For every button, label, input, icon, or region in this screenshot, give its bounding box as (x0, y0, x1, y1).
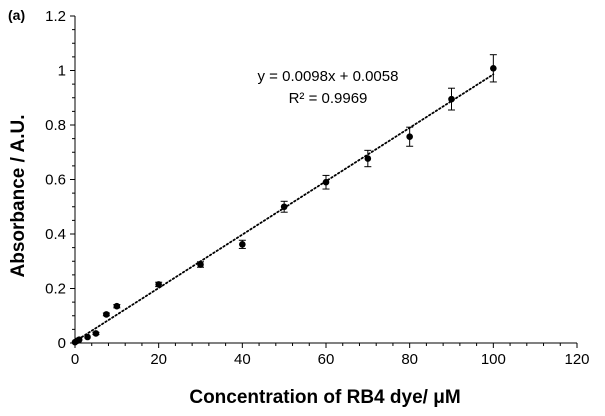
data-point (280, 203, 288, 211)
data-point (103, 311, 110, 318)
y-tick-label: 1.2 (45, 8, 66, 25)
data-point (448, 95, 455, 103)
y-tick-label: 0 (58, 335, 66, 352)
y-tick-label: 0.6 (45, 172, 66, 189)
y-tick-label: 0.8 (45, 117, 66, 134)
y-axis-title: Absorbance / A.U. (8, 115, 29, 278)
x-tick-label: 60 (318, 351, 335, 368)
data-point (197, 261, 204, 268)
x-tick-label: 80 (401, 351, 418, 368)
x-tick-label: 120 (564, 351, 589, 368)
x-tick-label: 100 (481, 351, 506, 368)
data-point (322, 178, 330, 186)
data-point (113, 302, 121, 310)
x-tick-label: 20 (150, 351, 167, 368)
r-squared-label: R² = 0.9969 (289, 90, 368, 107)
data-point (92, 330, 100, 337)
x-tick-label: 0 (71, 351, 79, 368)
data-point (84, 333, 91, 341)
axes: 0 20 40 60 80 100 120 0 0.2 0.4 0.6 0.8 1 1.2 (45, 8, 589, 368)
x-axis-title: Concentration of RB4 dye/ μM (189, 387, 460, 408)
trendline-equation: y = 0.0098x + 0.0058 (258, 68, 399, 85)
data-points-group (71, 54, 497, 346)
data-point (239, 241, 246, 248)
data-point (75, 336, 83, 344)
data-point (364, 155, 372, 162)
y-tick-label: 1 (58, 63, 66, 80)
y-tick-label: 0.2 (45, 281, 66, 298)
x-tick-label: 40 (234, 351, 251, 368)
y-tick-label: 0.4 (45, 226, 66, 243)
panel-label: (a) (8, 7, 25, 23)
data-point (155, 281, 162, 288)
data-point (490, 65, 497, 72)
data-point (406, 133, 413, 141)
